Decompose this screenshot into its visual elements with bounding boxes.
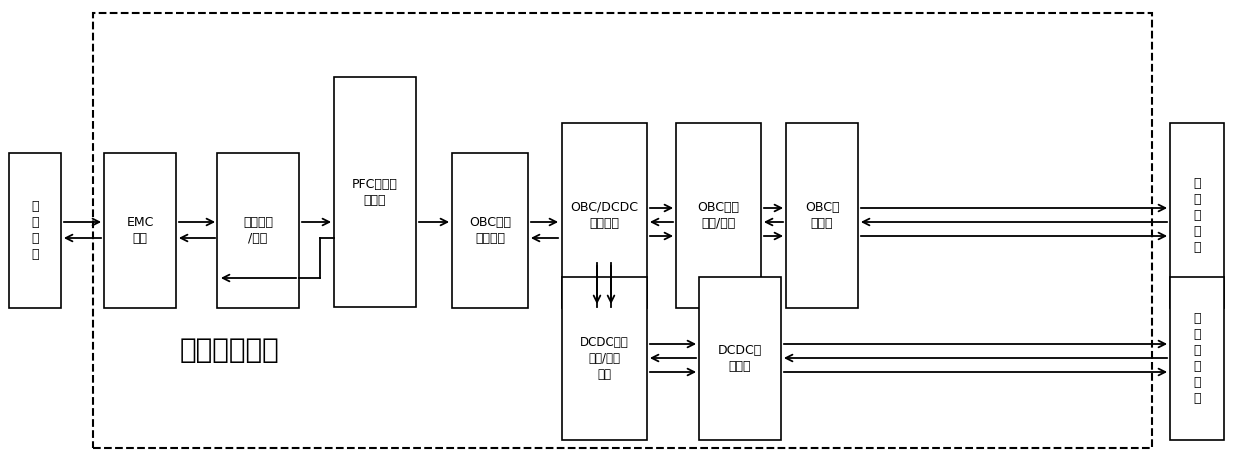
Text: 电气集成方案: 电气集成方案	[180, 336, 280, 364]
Text: 市
电
输
入: 市 电 输 入	[31, 200, 38, 260]
Text: PFC功率因
素校正: PFC功率因 素校正	[352, 177, 398, 207]
Text: DCDC输出
整流/输入
开关: DCDC输出 整流/输入 开关	[580, 336, 628, 380]
Text: 输入整流
/逆变: 输入整流 /逆变	[243, 215, 273, 244]
Bar	[561, 277, 647, 439]
Text: OBC输
出滤波: OBC输 出滤波	[805, 201, 839, 230]
Text: 蓄
电
池
及
负
载: 蓄 电 池 及 负 载	[1193, 312, 1201, 404]
Bar	[699, 277, 781, 439]
Text: OBC输出
整流/逆变: OBC输出 整流/逆变	[698, 201, 738, 230]
Text: EMC
滤波: EMC 滤波	[126, 215, 154, 244]
Text: OBC输入
开关电路: OBC输入 开关电路	[470, 215, 510, 244]
Bar	[9, 153, 61, 307]
Bar	[675, 123, 761, 307]
Bar	[93, 13, 1152, 448]
Bar	[452, 153, 528, 307]
Text: DCDC输
出滤波: DCDC输 出滤波	[717, 343, 762, 372]
Bar	[561, 123, 647, 307]
Bar	[335, 77, 416, 307]
Bar	[1170, 123, 1224, 307]
Text: OBC/DCDC
主变压器: OBC/DCDC 主变压器	[570, 201, 638, 230]
Text: 动
力
电
池
组: 动 力 电 池 组	[1193, 177, 1201, 254]
Bar	[1170, 277, 1224, 439]
Bar	[217, 153, 299, 307]
Bar	[786, 123, 857, 307]
Bar	[104, 153, 176, 307]
